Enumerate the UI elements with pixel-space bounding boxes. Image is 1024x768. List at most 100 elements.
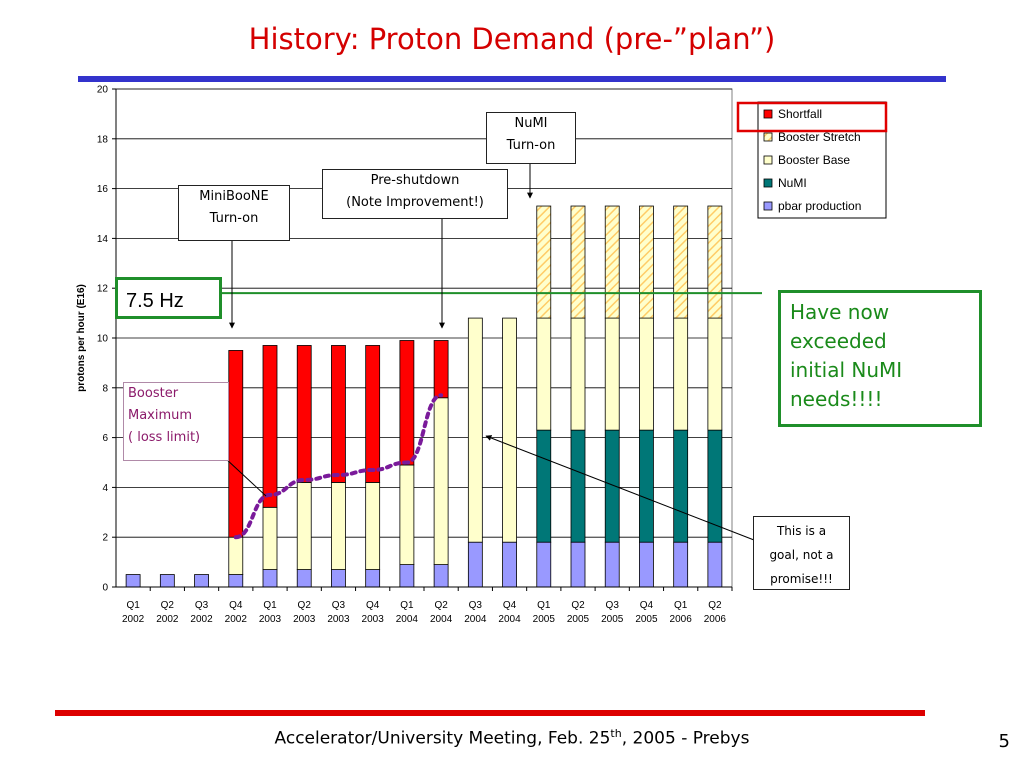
bar-pbar-production (707, 541, 723, 588)
legend: Shortfall Booster Stretch Booster Base NuMI… (736, 101, 888, 219)
x-tick-label: Q1 (126, 600, 140, 611)
bar-booster-base (536, 317, 552, 431)
bar-numi (673, 429, 689, 543)
x-tick-label: Q3 (606, 600, 620, 611)
note-line: Have now (790, 300, 890, 324)
bar-booster-base (570, 317, 586, 431)
bar-numi (570, 429, 586, 543)
slide-title: History: Proton Demand (pre-”plan”) (248, 22, 776, 56)
x-tick-label: 2004 (396, 614, 419, 625)
note-line: exceeded (790, 329, 887, 353)
y-tick-label: 4 (102, 483, 108, 494)
goal-arrow (485, 435, 755, 541)
booster-maximum-curve (233, 393, 444, 540)
bar-numi (604, 429, 620, 543)
x-tick-label: 2003 (327, 614, 350, 625)
legend-swatch (763, 155, 773, 165)
x-tick-label: 2005 (533, 614, 556, 625)
bar-pbar-production (639, 541, 654, 588)
note-line: This is a (776, 524, 827, 538)
bar-shortfall (365, 345, 381, 483)
x-tick-label: Q4 (229, 600, 243, 611)
bar-pbar-production (433, 564, 449, 588)
x-tick-label: 2005 (635, 614, 658, 625)
bar-pbar-production (125, 574, 141, 588)
bar-numi (707, 429, 723, 543)
preshutdown-callout: Pre-shutdown (Note Improvement!) (322, 169, 508, 219)
x-tick-label: 2004 (430, 614, 453, 625)
x-tick-label: Q3 (332, 600, 346, 611)
bar-booster-stretch (536, 205, 552, 319)
miniboone-callout: MiniBooNE Turn-on (178, 185, 290, 241)
x-tick-label: Q2 (161, 600, 175, 611)
booster-pointer (224, 457, 267, 497)
bar-booster-stretch (639, 205, 654, 319)
note-line: initial NuMI (790, 358, 903, 382)
bar-pbar-production (399, 564, 415, 588)
bar-pbar-production (365, 569, 381, 588)
y-tick-label: 0 (102, 583, 108, 594)
legend-swatch (763, 132, 773, 142)
booster-line: Booster (128, 386, 179, 401)
y-tick-label: 2 (102, 533, 108, 544)
axes: 0 2 4 6 8 10 12 14 16 18 20 protons per hour (E16) Q… (76, 85, 733, 625)
y-tick-label: 12 (97, 284, 109, 295)
page-number: 5 (998, 731, 1010, 752)
x-tick-label: Q1 (674, 600, 688, 611)
x-tick-label: Q2 (434, 600, 448, 611)
bar-pbar-production (673, 541, 689, 588)
footer-sup: th (610, 727, 622, 740)
legend-label: pbar production (778, 199, 861, 213)
y-tick-label: 16 (97, 184, 109, 195)
x-tick-label: 2002 (122, 614, 145, 625)
y-tick-label: 10 (97, 334, 109, 345)
footer-main: Accelerator/University Meeting, Feb. 25 (274, 728, 611, 749)
legend-label: Shortfall (778, 107, 822, 121)
x-tick-label: Q2 (298, 600, 312, 611)
bar-booster-base (604, 317, 620, 431)
y-tick-label: 8 (102, 383, 108, 394)
y-tick-label: 18 (97, 134, 109, 145)
y-tick-label: 20 (97, 85, 109, 96)
bar-pbar-production (467, 541, 483, 588)
bar-pbar-production (296, 569, 312, 588)
x-tick-label: 2005 (567, 614, 590, 625)
booster-line: Maximum (128, 408, 193, 423)
bar-numi (536, 429, 552, 543)
x-tick-label: 2002 (190, 614, 213, 625)
x-tick-label: 2006 (670, 614, 693, 625)
shortfall-highlight (736, 101, 888, 133)
callout-line: Turn-on (506, 138, 556, 153)
legend-swatch (763, 178, 773, 188)
y-tick-label: 6 (102, 433, 108, 444)
overlays (222, 162, 762, 541)
bar-booster-base (639, 317, 654, 431)
bar-pbar-production (194, 574, 209, 588)
bar-booster-base (433, 397, 449, 565)
x-tick-label: 2003 (362, 614, 385, 625)
x-tick-label: 2004 (498, 614, 521, 625)
legend-box (757, 101, 887, 219)
callout-line: (Note Improvement!) (346, 195, 484, 210)
bar-shortfall (296, 345, 312, 483)
numi-needs-note: Have now exceeded initial NuMI needs!!!! (778, 290, 982, 427)
bar-shortfall (331, 345, 346, 483)
numi-callout: NuMI Turn-on (486, 112, 576, 164)
x-tick-label: 2006 (704, 614, 727, 625)
booster-line: ( loss limit) (128, 430, 201, 445)
x-tick-label: Q3 (195, 600, 209, 611)
x-tick-label: Q1 (537, 600, 551, 611)
bar-pbar-production (331, 569, 346, 588)
bar-shortfall (433, 340, 449, 399)
bar-booster-stretch (570, 205, 586, 319)
bars (125, 205, 723, 588)
footer-rule (55, 710, 925, 716)
y-tick-label: 14 (97, 234, 109, 245)
bar-pbar-production (570, 541, 586, 588)
bar-shortfall (228, 350, 244, 538)
note-line: needs!!!! (790, 387, 883, 411)
x-tick-label: Q2 (571, 600, 585, 611)
bar-booster-base (673, 317, 689, 431)
bar-pbar-production (262, 569, 278, 588)
bar-pbar-production (502, 541, 517, 588)
